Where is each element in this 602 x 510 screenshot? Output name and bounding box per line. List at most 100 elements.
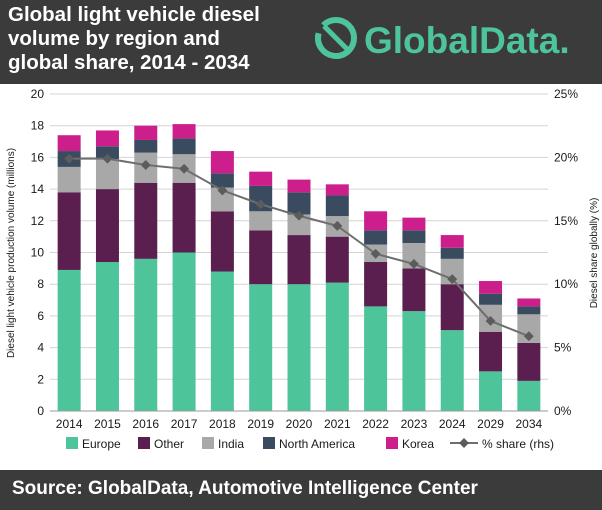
bar-north-america [479,293,503,305]
bar-other [364,262,388,307]
y2-axis-label: Diesel share globally (%) [589,198,600,309]
legend-marker-share [459,438,469,448]
legend-label-north-america: North America [279,437,355,451]
share-point [64,153,75,164]
source-note: Source: GlobalData, Automotive Intellige… [12,478,478,499]
y-tick-label: 16 [31,150,45,164]
y-tick-label: 20 [31,87,45,101]
bar-other [172,182,196,253]
bar-korea [134,125,158,140]
legend-swatch-india [202,437,214,449]
bar-north-america [325,195,349,217]
bar-korea [95,130,119,147]
bar-korea [287,179,311,193]
brand-name: GlobalData. [364,20,570,61]
chart-svg: 0 2 4 6 8 10 12 14 16 18 20 0% 5% 10% 15% 20% 25% 2014 201… [6,87,600,451]
x-tick-label: 2014 [56,417,83,431]
bar-north-america [517,306,541,315]
legend: Europe Other India North America Korea % shar… [66,437,554,451]
share-point [447,274,458,285]
bar-north-america [364,230,388,245]
y-tick-label: 8 [37,277,44,291]
bar-korea [172,124,196,139]
bar-north-america [210,173,234,188]
bar-india [249,211,273,231]
share-point [102,153,113,164]
bar-korea [325,184,349,196]
bar-korea [249,171,273,186]
x-tick-label: 2034 [515,417,542,431]
bar-europe [479,371,503,411]
x-tick-label: 2021 [324,417,351,431]
bar-other [517,342,541,381]
x-tick-label: 2023 [401,417,428,431]
x-tick-label: 2022 [362,417,389,431]
legend-swatch-korea [386,437,398,449]
y2-tick-label: 10% [554,277,578,291]
y-tick-label: 10 [31,246,45,260]
share-point [332,220,343,231]
y2-tick-label: 15% [554,214,578,228]
x-tick-label: 2018 [209,417,236,431]
logo-ring-bottom [315,17,357,59]
x-tick-label: 2017 [171,417,198,431]
chart-title: Global light vehicle diesel volume by re… [8,3,260,74]
bar-europe [440,330,464,411]
y-tick-label: 18 [31,119,45,133]
legend-label-europe: Europe [82,437,121,451]
bar-north-america [249,185,273,212]
y2-tick-label: 5% [554,341,572,355]
bar-other [440,284,464,331]
bar-india [95,158,119,190]
bar-europe [134,258,158,411]
bars-layer [57,124,541,411]
bar-north-america [134,139,158,153]
x-tick-label: 2020 [286,417,313,431]
bar-other [325,236,349,283]
footer-banner: Source: GlobalData, Automotive Intellige… [0,470,602,510]
share-point [140,160,151,170]
bar-korea [517,298,541,307]
legend-swatch-other [138,437,150,449]
share-point [179,163,190,174]
share-line-layer [64,153,534,342]
header-banner: Global light vehicle diesel volume by re… [0,0,602,84]
bar-korea [57,135,81,152]
y-tick-label: 6 [37,309,44,323]
bar-korea [402,217,426,231]
share-point [217,185,228,196]
bar-europe [249,284,273,411]
y-axis-label: Diesel light vehicle production volume (… [6,148,17,358]
y2-tick-label: 25% [554,87,578,101]
bar-other [134,182,158,259]
bar-india [517,314,541,343]
bar-india [287,214,311,236]
bar-europe [210,271,234,411]
legend-label-share: % share (rhs) [482,437,554,451]
bar-north-america [402,230,426,243]
share-point [408,258,419,269]
globaldata-ring-logo-icon: GlobalData. [315,16,570,61]
bar-north-america [440,247,464,259]
bar-other [57,192,81,270]
bar-other [479,331,503,372]
legend-label-india: India [218,437,244,451]
legend-label-korea: Korea [402,437,434,451]
axes-layer: 0 2 4 6 8 10 12 14 16 18 20 0% 5% 10% 15% 20% 25% 2014 201… [31,87,579,431]
bar-north-america [287,192,311,215]
bar-india [57,166,81,193]
x-tick-label: 2019 [247,417,274,431]
bar-europe [517,380,541,411]
bar-other [249,230,273,285]
bar-korea [210,151,234,174]
y2-tick-label: 0% [554,404,572,418]
bar-other [95,189,119,263]
y-tick-label: 4 [37,341,44,355]
bar-europe [287,284,311,411]
y-tick-label: 12 [31,214,45,228]
logo-ring-slash [322,24,350,52]
y-tick-label: 2 [37,372,44,386]
bar-korea [479,281,503,294]
bar-north-america [95,146,119,159]
